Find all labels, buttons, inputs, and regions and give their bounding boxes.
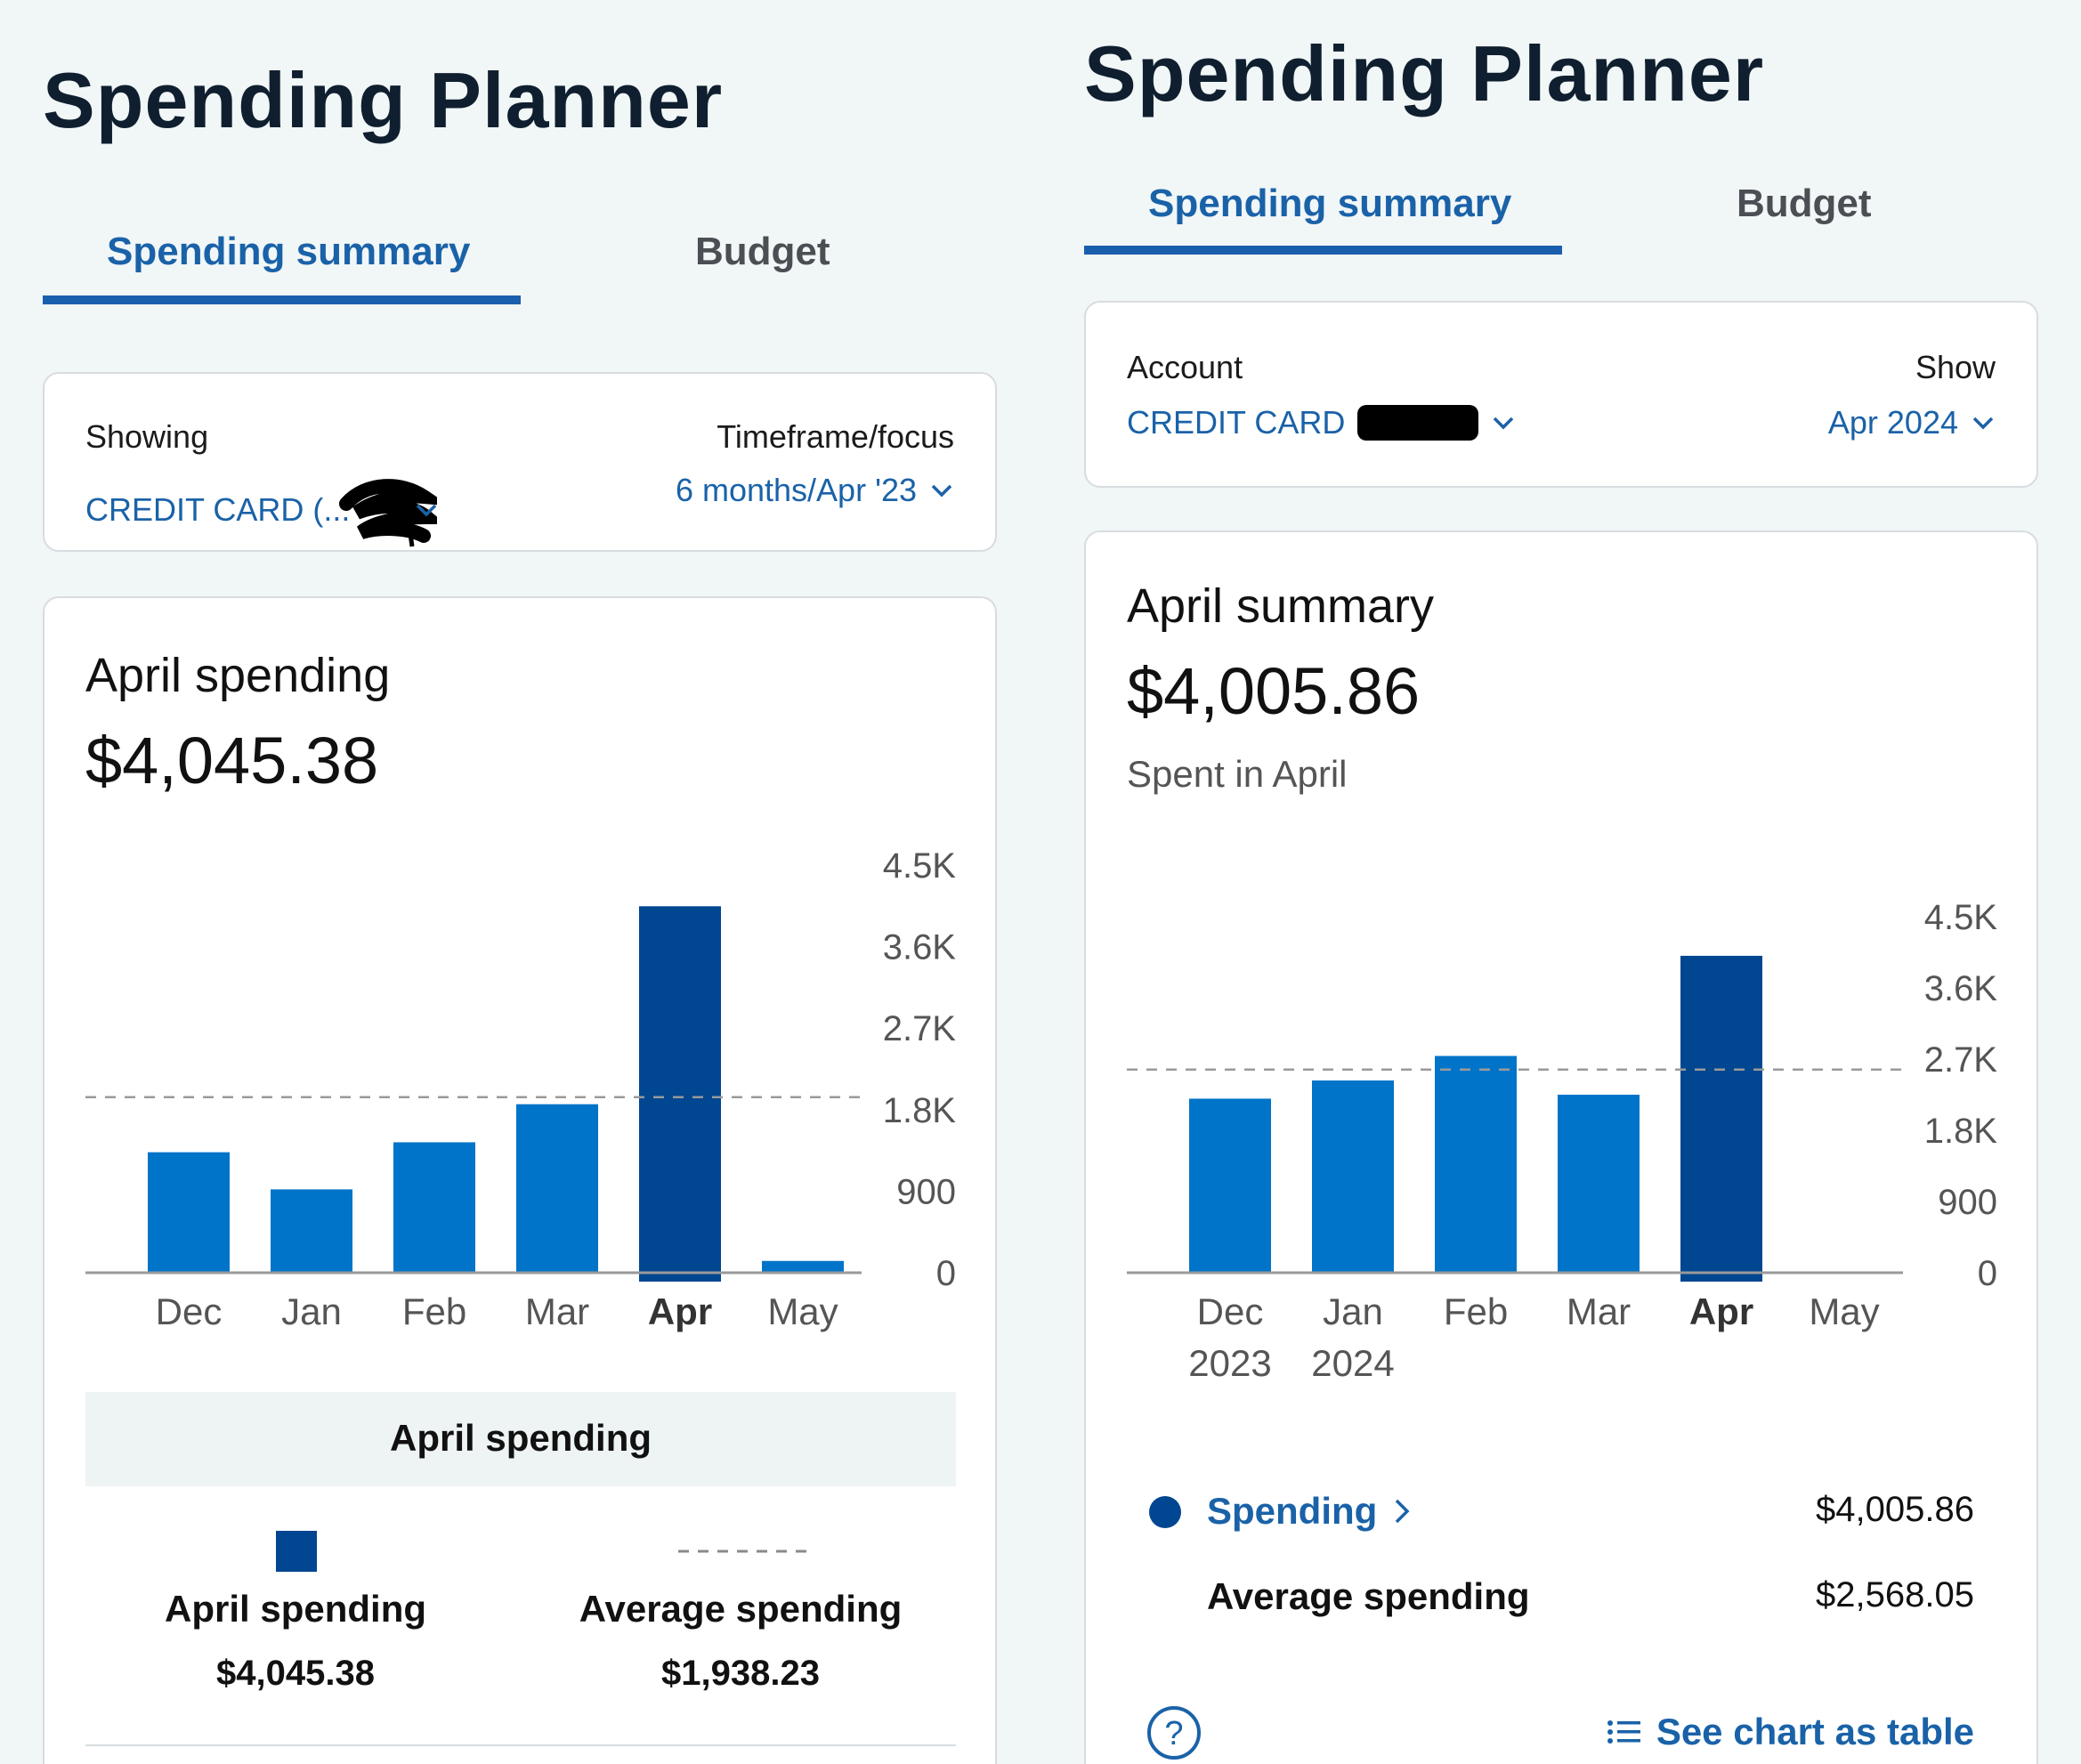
legend-swatch-dashed — [678, 1550, 812, 1553]
x-tick-label: Feb — [402, 1291, 466, 1332]
summary-subtitle: Spent in April — [1127, 753, 1348, 795]
account-selector-card: Account CREDIT CARD Show Apr 2024 — [1084, 301, 2038, 488]
x-tick-label: Apr — [1689, 1291, 1753, 1332]
x-tick-label: 2024 — [1311, 1342, 1394, 1384]
x-tick-label: Jan — [1323, 1291, 1383, 1332]
spending-value: $4,005.86 — [1816, 1490, 1974, 1529]
tab-budget[interactable]: Budget — [695, 230, 830, 273]
summary-title: April summary — [1127, 579, 1435, 633]
x-tick-label: May — [1809, 1291, 1879, 1332]
bar-4 — [639, 906, 721, 1282]
timeframe-label: Timeframe/focus — [717, 418, 954, 455]
spending-link[interactable]: Spending — [1207, 1490, 1413, 1533]
x-tick-label: Apr — [648, 1291, 712, 1332]
y-tick-label: 3.6K — [1924, 969, 1998, 1008]
month-value: Apr 2024 — [1827, 404, 1958, 441]
tab-spending-summary[interactable]: Spending summary — [1148, 182, 1512, 225]
bar-5 — [762, 1260, 844, 1273]
bar-0 — [1189, 1098, 1271, 1273]
list-icon — [1607, 1720, 1640, 1744]
legend-april-value: $4,045.38 — [216, 1654, 375, 1693]
x-tick-label: Dec — [156, 1291, 223, 1332]
redaction-bar — [1357, 405, 1479, 441]
y-tick-label: 900 — [896, 1172, 956, 1211]
see-table-label: See chart as table — [1656, 1711, 1974, 1752]
spending-card: April summary $4,005.86 Spent in April 4… — [1084, 530, 2038, 1764]
see-chart-as-table-link[interactable]: See chart as table — [1607, 1711, 1974, 1753]
month-dropdown[interactable]: Apr 2024 — [1828, 404, 1996, 441]
show-label: Show — [1915, 349, 1996, 385]
y-tick-label: 2.7K — [1924, 1040, 1998, 1080]
legend-title: April spending — [390, 1417, 652, 1459]
y-tick-label: 0 — [936, 1254, 956, 1293]
legend-average-value: $1,938.23 — [661, 1654, 820, 1693]
chevron-down-icon — [1494, 417, 1514, 430]
bar-1 — [271, 1189, 352, 1273]
x-tick-label: 2023 — [1188, 1342, 1271, 1384]
divider — [85, 1744, 956, 1746]
x-tick-label: May — [767, 1291, 838, 1332]
x-tick-label: Jan — [281, 1291, 342, 1332]
spending-card: April spending $4,045.38 4.5K 3.6K 2.7K 1.8… — [43, 596, 997, 1764]
y-tick-label: 0 — [1978, 1254, 1997, 1293]
legend-april-label: April spending — [165, 1588, 426, 1630]
y-tick-label: 1.8K — [883, 1091, 957, 1130]
chevron-down-icon — [417, 504, 437, 517]
y-tick-label: 4.5K — [1924, 898, 1998, 937]
timeframe-value: 6 months/Apr '23 — [675, 472, 917, 508]
y-tick-label: 1.8K — [1924, 1112, 1998, 1151]
legend-average-label: Average spending — [579, 1588, 903, 1630]
bar-1 — [1312, 1080, 1394, 1273]
chevron-right-icon — [1396, 1499, 1410, 1524]
x-tick-label: Mar — [1567, 1291, 1631, 1332]
summary-amount: $4,005.86 — [1127, 654, 1421, 728]
chevron-down-icon — [931, 484, 952, 498]
page-title: Spending Planner — [43, 56, 724, 144]
average-label: Average spending — [1207, 1575, 1530, 1617]
tab-spending-summary[interactable]: Spending summary — [107, 230, 471, 273]
summary-amount: $4,045.38 — [85, 724, 379, 797]
page-title: Spending Planner — [1084, 29, 1765, 117]
tab-bar: Spending summary Budget — [43, 230, 997, 304]
y-tick-label: 4.5K — [883, 846, 957, 886]
x-tick-label: Feb — [1444, 1291, 1508, 1332]
average-value: $2,568.05 — [1816, 1575, 1974, 1614]
tab-budget[interactable]: Budget — [1737, 182, 1872, 225]
account-dropdown[interactable]: CREDIT CARD (... — [85, 472, 439, 548]
chevron-down-icon — [1972, 417, 1994, 430]
account-value: CREDIT CARD (... — [85, 491, 351, 528]
legend-swatch-bar — [276, 1531, 317, 1572]
tab-bar: Spending summary Budget — [1084, 182, 2038, 255]
redaction-scribble — [339, 479, 438, 547]
active-tab-indicator — [1084, 246, 1562, 255]
spending-bar-chart: 4.5K 3.6K 2.7K 1.8K 900 0 Dec Jan Feb Mar Apr May — [85, 846, 957, 1332]
left-screenshot: Spending Planner Spending summary Budget… — [43, 0, 1022, 1764]
x-tick-label: Mar — [525, 1291, 589, 1332]
timeframe-dropdown[interactable]: 6 months/Apr '23 — [676, 472, 954, 509]
summary-title: April spending — [85, 649, 391, 702]
spending-label: Spending — [1207, 1490, 1378, 1532]
bar-3 — [516, 1104, 598, 1273]
bar-3 — [1558, 1095, 1640, 1273]
bar-2 — [1435, 1056, 1517, 1273]
bar-4 — [1680, 955, 1762, 1282]
bar-2 — [393, 1142, 475, 1273]
legend-header: April spending — [85, 1392, 956, 1486]
y-tick-label: 2.7K — [883, 1009, 957, 1048]
y-tick-label: 900 — [1938, 1183, 1997, 1222]
y-tick-label: 3.6K — [883, 928, 957, 967]
showing-label: Showing — [85, 418, 209, 455]
bar-0 — [148, 1152, 230, 1273]
account-dropdown[interactable]: CREDIT CARD — [1127, 404, 1516, 441]
svg-text:?: ? — [1164, 1715, 1183, 1752]
help-icon[interactable]: ? — [1146, 1705, 1202, 1760]
active-tab-indicator — [43, 295, 521, 304]
spending-dot-icon — [1149, 1496, 1181, 1528]
spending-bar-chart: 4.5K 3.6K 2.7K 1.8K 900 0 Dec 2023 Jan 2024 Feb Mar… — [1127, 898, 1998, 1384]
x-tick-label: Dec — [1197, 1291, 1264, 1332]
right-screenshot: Spending Planner Spending summary Budget… — [1084, 0, 2063, 1764]
account-label: Account — [1127, 349, 1243, 385]
account-selector-card: Showing CREDIT CARD (... Timeframe/focus… — [43, 372, 997, 552]
account-value: CREDIT CARD — [1127, 404, 1346, 441]
